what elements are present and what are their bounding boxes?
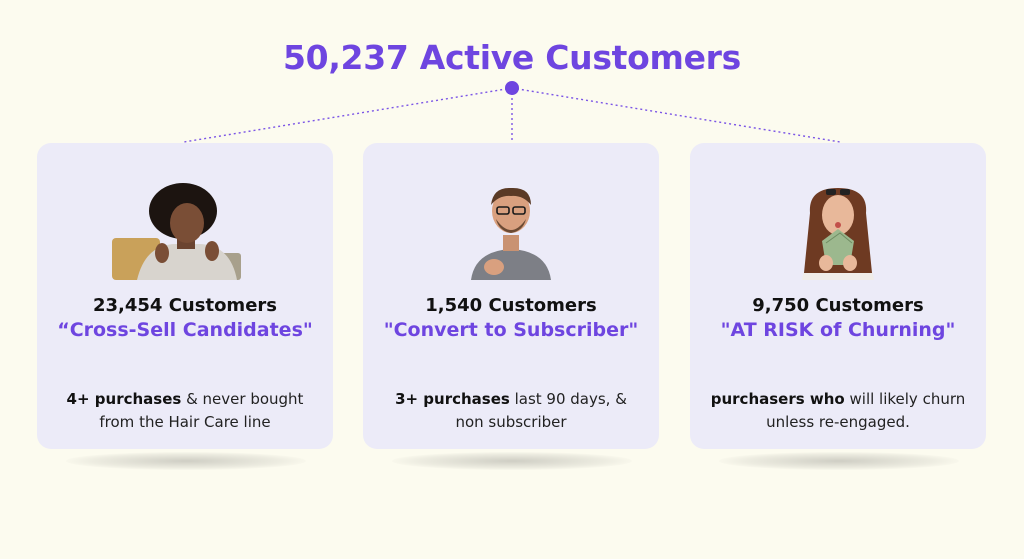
description-bold: purchasers who [710, 390, 845, 408]
segment-card-cross-sell: 23,454 Customers “Cross-Sell Candidates"… [37, 143, 333, 449]
woman-holding-cash-photo [802, 188, 874, 280]
segment-description: 4+ purchases & never bought from the Hai… [55, 388, 315, 434]
segment-card-convert-subscriber: 1,540 Customers "Convert to Subscriber" … [363, 143, 659, 449]
smiling-woman-with-shopping-bags-photo [112, 183, 241, 280]
segment-card-at-risk: 9,750 Customers "AT RISK of Churning" pu… [690, 143, 986, 449]
description-text: & never bought from the Hair Care line [99, 390, 304, 431]
smiling-man-with-glasses-photo [471, 187, 551, 280]
customer-count: 9,750 Customers [752, 295, 924, 316]
description-bold: 4+ purchases [66, 390, 182, 408]
description-text: last 90 days, & non subscriber [455, 390, 627, 431]
card-shadow [719, 452, 959, 470]
segment-label: "AT RISK of Churning" [720, 319, 956, 341]
customer-count: 1,540 Customers [425, 295, 597, 316]
description-bold: 3+ purchases [395, 390, 510, 408]
card-shadow [66, 452, 306, 470]
description-text: will likely churn unless re-engaged. [766, 390, 966, 431]
connector-line-left [183, 87, 513, 143]
card-shadow [392, 452, 632, 470]
segment-label: “Cross-Sell Candidates" [57, 319, 313, 341]
diagram-title: 50,237 Active Customers [283, 38, 741, 77]
customer-count: 23,454 Customers [93, 295, 277, 316]
segment-description: 3+ purchases last 90 days, & non subscri… [381, 388, 641, 434]
segment-description: purchasers who will likely churn unless … [708, 388, 968, 434]
connector-node [505, 81, 519, 95]
segment-label: "Convert to Subscriber" [383, 319, 639, 341]
connector-line-right [511, 87, 841, 143]
